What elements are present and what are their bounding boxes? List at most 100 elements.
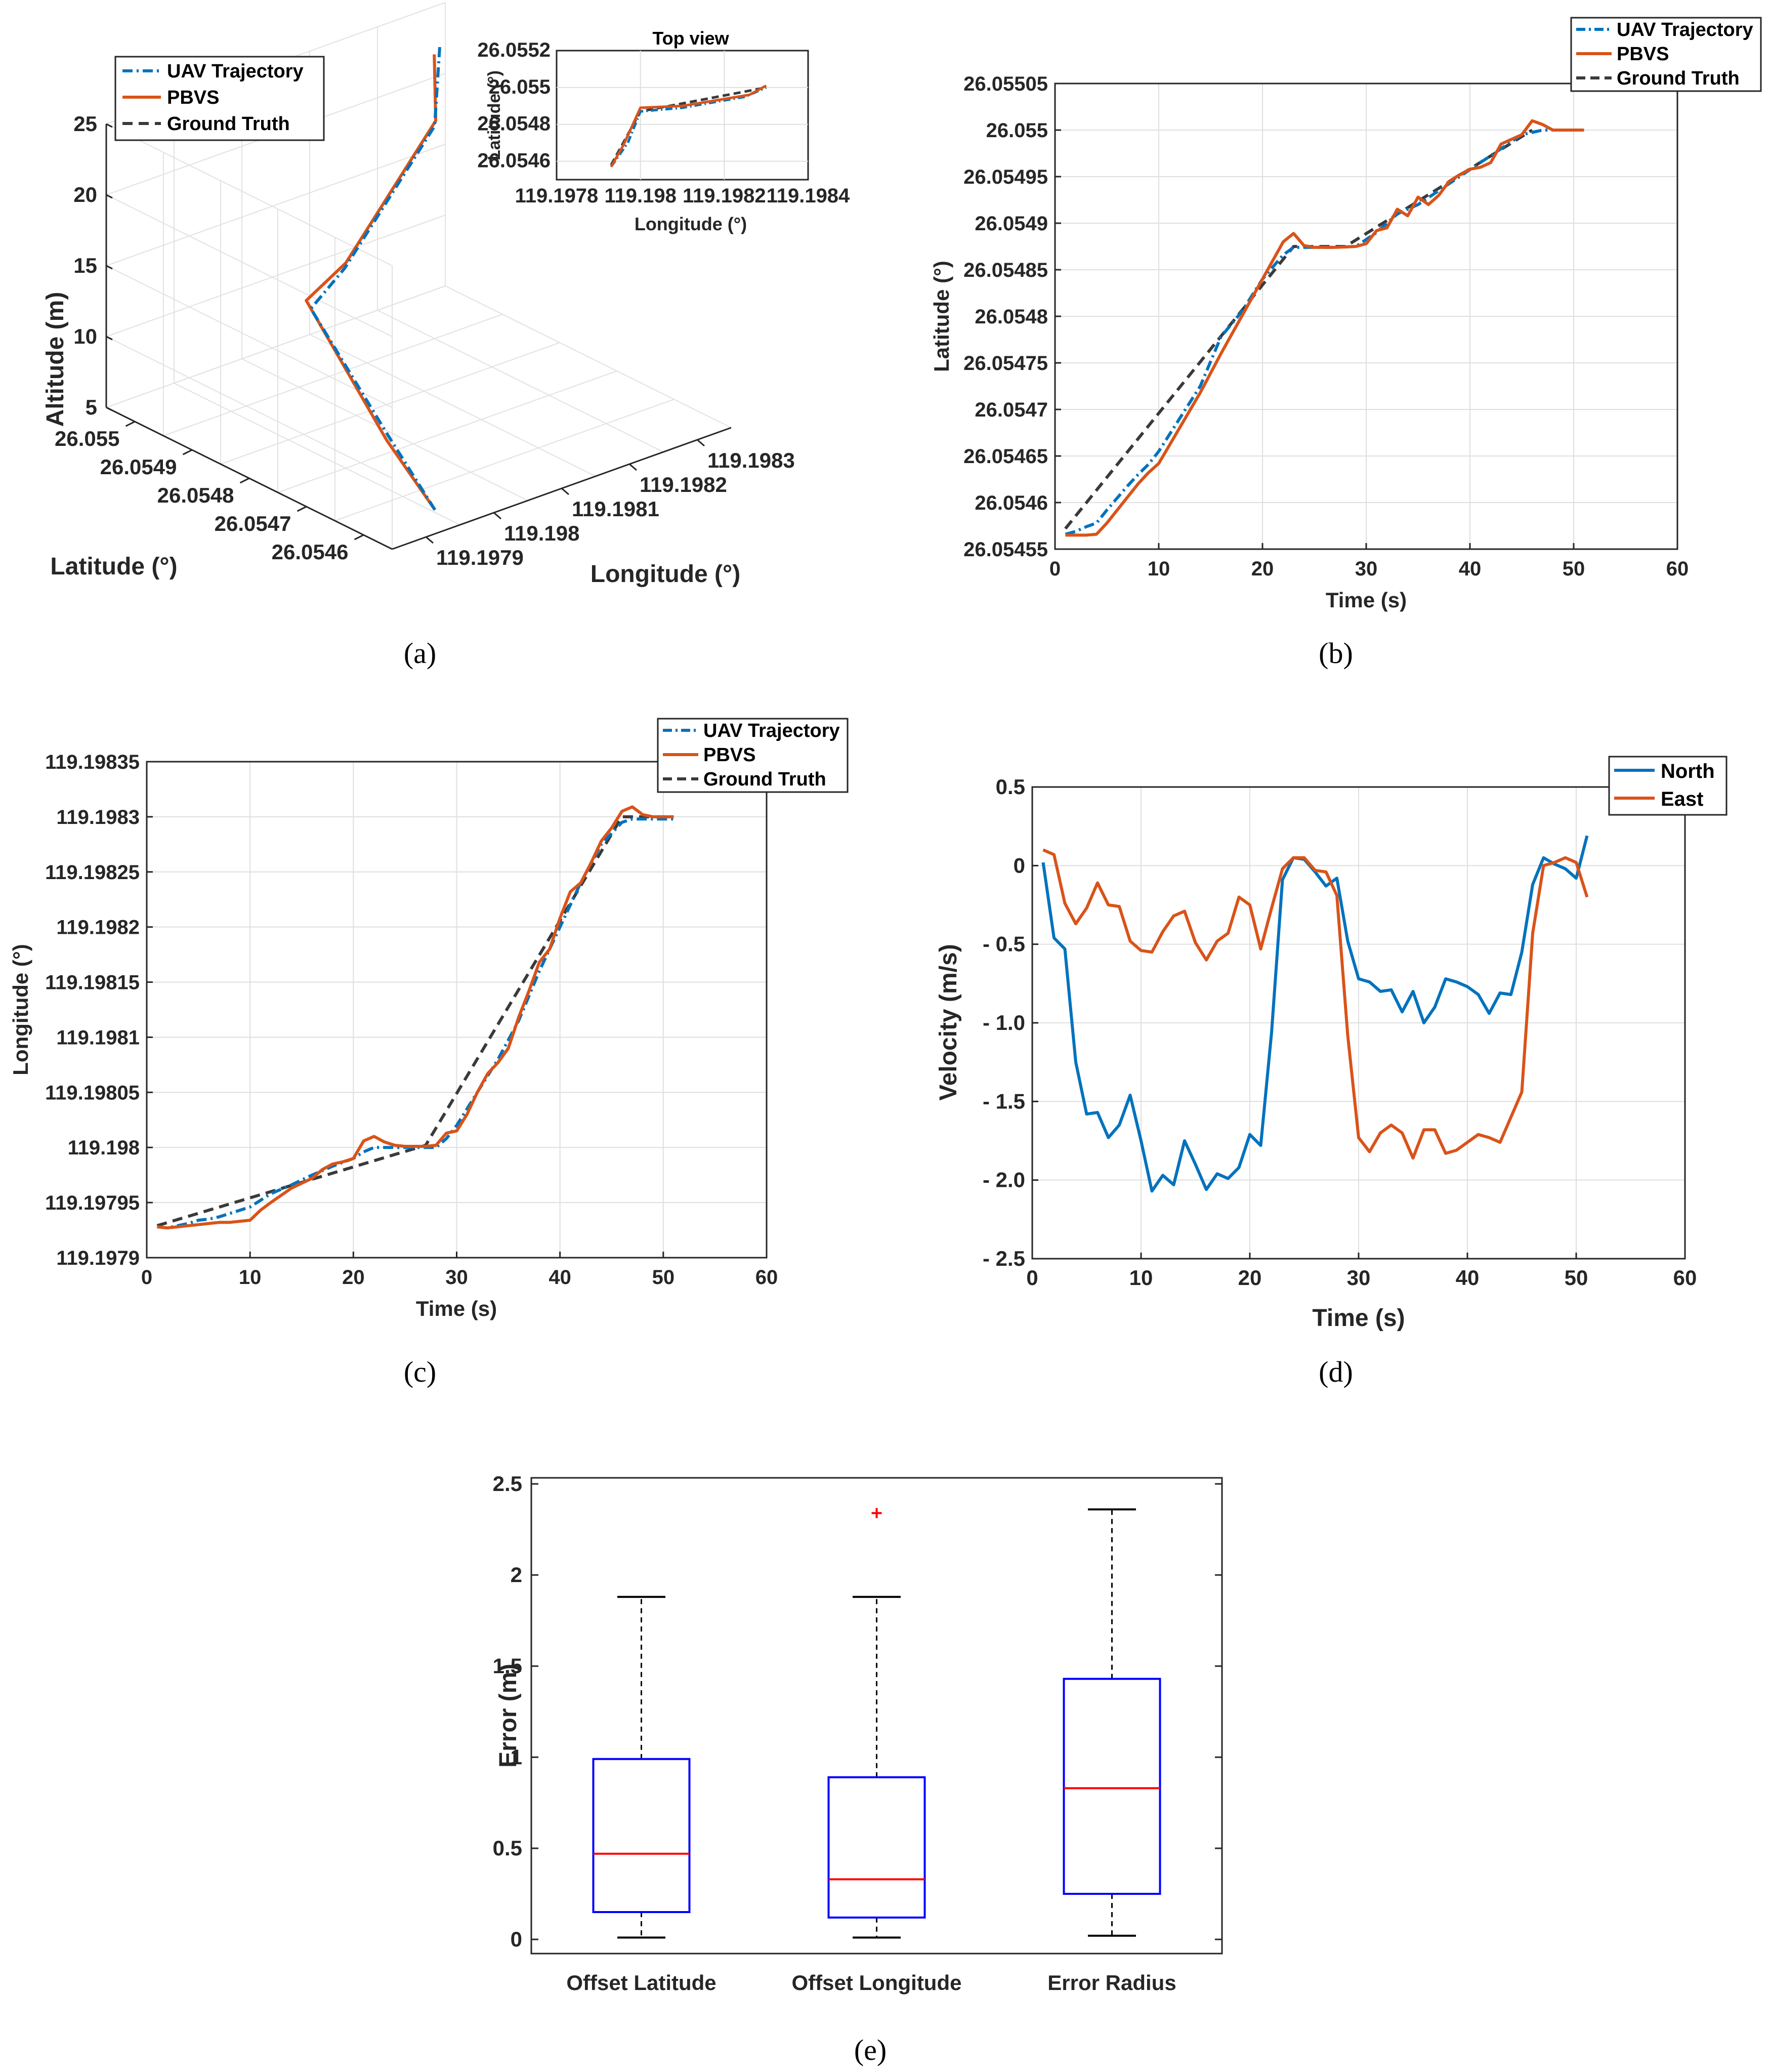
b-xtick-label: 10 [1148, 558, 1170, 580]
a-xtick-label: 119.1979 [436, 546, 524, 569]
b-ytick-label: 26.05495 [963, 166, 1048, 188]
e-box [592, 1758, 691, 1914]
c-legend-uav: UAV Trajectory [703, 720, 840, 741]
c-ytick-label: 119.1982 [56, 917, 140, 939]
b-ytick-label: 26.05455 [963, 538, 1048, 561]
a-inset-lines [610, 85, 767, 168]
a-ztick-mark [106, 406, 113, 411]
d-xtick-label: 0 [1026, 1266, 1038, 1290]
a-inset-ytick-label: 26.0546 [477, 150, 551, 172]
c-legend-ground: Ground Truth [703, 769, 826, 790]
panel-b-latitude-time: 0 10 20 30 40 50 60 26.05455 26.0546 26.05465 26.0… [930, 17, 1762, 612]
b-ytick-label: 26.05475 [963, 352, 1048, 375]
d-ytick-label: - 0.5 [983, 932, 1025, 956]
a-floor-grid [334, 399, 675, 521]
a-ztick-mark [106, 194, 113, 199]
a-xtick-mark [493, 512, 501, 520]
a-inset-xtick-label: 119.1984 [767, 185, 850, 207]
e-ytick-label: 1.5 [493, 1654, 522, 1678]
panel-d-velocity-time: 0 10 20 30 40 50 60 - 2.5 - 2.0 - 1.5 - 1.0 - 0.5 0 0… [935, 756, 1727, 1332]
a-xtick-label: 119.198 [504, 521, 580, 545]
a-floor-grid [174, 383, 460, 525]
b-ytick-label: 26.0546 [975, 492, 1048, 514]
panel-c-longitude-time: 0 10 20 30 40 50 60 119.1979 119.19795 119.198 119… [9, 718, 849, 1320]
a-floor-grid [309, 334, 596, 477]
b-legend-ground: Ground Truth [1617, 68, 1740, 89]
e-box [827, 1776, 926, 1919]
a-wall-grid [106, 336, 393, 479]
d-ylabel: Velocity (m/s) [935, 944, 962, 1100]
c-xtick-label: 50 [652, 1266, 675, 1289]
a-inset-axes [556, 50, 809, 181]
a-ytick-mark [354, 534, 364, 541]
e-category-label: Error Radius [1047, 1971, 1176, 1995]
d-grid [1032, 787, 1685, 1259]
c-lines [156, 805, 674, 1230]
a-altitude-ticks: 5 10 15 20 25 [73, 112, 113, 419]
a-ytick-label: 26.0548 [157, 483, 234, 507]
d-ytick-label: 0 [1014, 853, 1025, 877]
d-legend-east: East [1661, 788, 1704, 810]
d-series-east [1042, 848, 1589, 1160]
d-xtick-label: 30 [1347, 1266, 1371, 1290]
a-ztick-label: 15 [73, 254, 97, 277]
d-xtick-label: 60 [1673, 1266, 1697, 1290]
c-xtick-label: 40 [549, 1266, 571, 1289]
a-xtick-mark [561, 487, 569, 495]
a-inset-top-view: Top view 119.1978 119.198 119.1982 119.1984… [477, 28, 850, 234]
d-xlabel: Time (s) [1312, 1305, 1405, 1332]
b-xtick-label: 40 [1459, 558, 1482, 580]
a-inset-ylabel: Latitude (°) [485, 70, 504, 160]
d-xtick-label: 20 [1238, 1266, 1262, 1290]
a-ytick-label: 26.055 [55, 427, 119, 450]
a-legend: UAV Trajectory PBVS Ground Truth [114, 56, 325, 141]
e-ytick-label: 0.5 [493, 1836, 522, 1860]
b-legend-uav: UAV Trajectory [1617, 19, 1753, 40]
caption-c: (c) [404, 1355, 436, 1388]
a-inset-xlabel: Longitude (°) [635, 214, 747, 234]
c-ytick-label: 119.19825 [45, 861, 140, 884]
c-legend-pbvs: PBVS [703, 744, 755, 766]
a-series-uav-trajectory [309, 43, 442, 511]
e-ytick-label: 2 [511, 1563, 522, 1587]
e-axes [530, 1477, 1223, 1955]
a-floor-grid [220, 342, 560, 465]
d-ytick-label: 0.5 [996, 775, 1025, 799]
b-lines [1064, 119, 1584, 537]
a-ztick-label: 20 [73, 183, 97, 206]
a-wall-grid [106, 144, 446, 266]
b-ytick-label: 26.05485 [963, 259, 1048, 281]
a-ztick-mark [106, 123, 113, 128]
a-inset-ytick-label: 26.0548 [477, 113, 551, 135]
a-ztick-label: 10 [73, 324, 97, 348]
a-inset-xtick-label: 119.1978 [515, 185, 599, 207]
c-ytick-label: 119.19815 [45, 972, 140, 994]
a-latitude-ticks: 26.0546 26.0547 26.0548 26.0549 26.055 [55, 421, 364, 564]
a-ztick-mark [106, 336, 113, 341]
a-floor-grid [241, 358, 528, 501]
d-ytick-label: - 2.5 [983, 1247, 1025, 1270]
a-floor-grid [163, 314, 503, 436]
a-zlabel: Altitude (m) [42, 292, 69, 427]
a-floor-grid [377, 310, 664, 452]
caption-d: (d) [1319, 1355, 1353, 1388]
a-inset-xtick-label: 119.198 [604, 185, 676, 207]
c-xtick-label: 60 [755, 1266, 778, 1289]
b-ytick-label: 26.0549 [975, 213, 1048, 235]
c-xtick-label: 0 [141, 1266, 152, 1289]
d-legend-north: North [1661, 760, 1715, 782]
caption-b: (b) [1319, 637, 1353, 670]
d-xtick-label: 10 [1129, 1266, 1153, 1290]
c-grid [147, 762, 767, 1258]
c-ytick-label: 119.198 [68, 1137, 140, 1159]
caption-a: (a) [404, 637, 436, 670]
e-category-label: Offset Longitude [792, 1971, 962, 1995]
a-legend-uav: UAV Trajectory [167, 61, 304, 82]
b-xtick-label: 20 [1251, 558, 1274, 580]
c-ytick-label: 119.1979 [56, 1247, 140, 1269]
b-legend-pbvs: PBVS [1617, 44, 1669, 65]
b-ytick-label: 26.0548 [975, 306, 1048, 328]
e-boxes [592, 1508, 1161, 1939]
